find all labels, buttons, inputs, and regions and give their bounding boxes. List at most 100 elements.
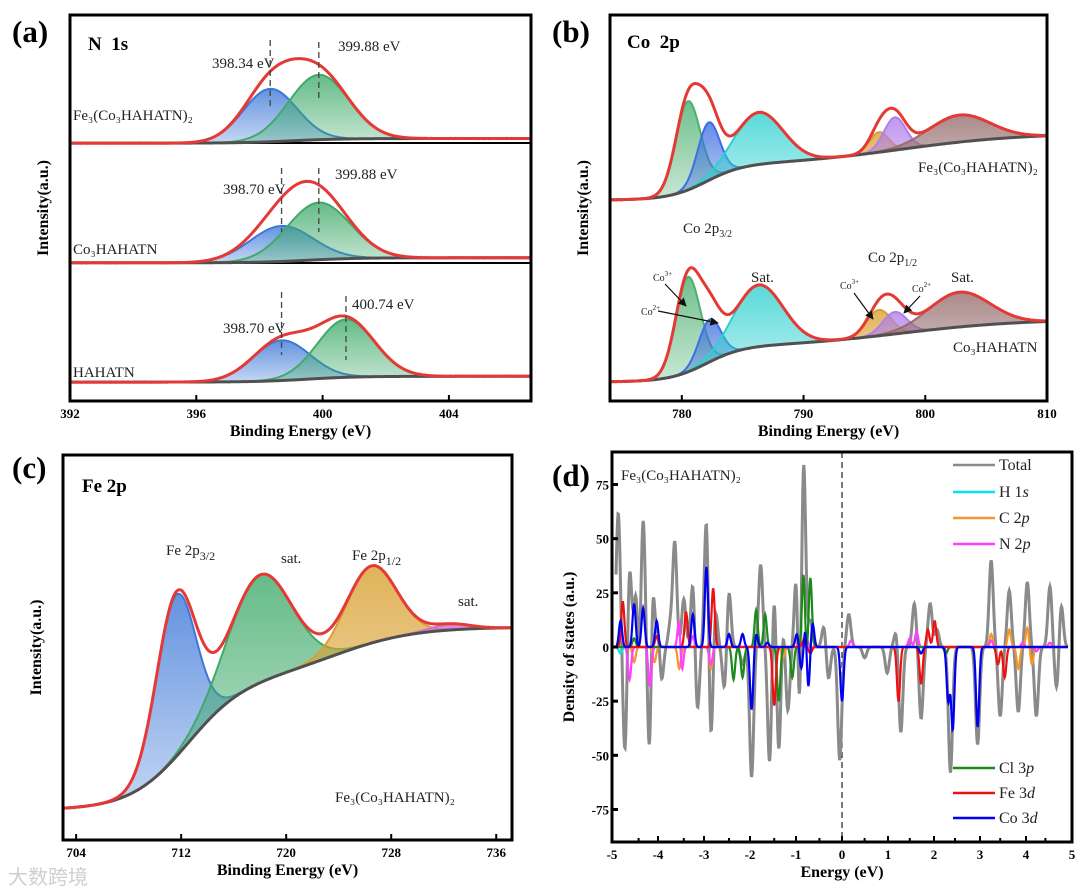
label-co2plus-right: Co2+: [912, 281, 931, 295]
spectrum-label-fe3: Fe₃(Co₃HAHATN)₂: [73, 108, 193, 124]
label-main: Co 2p: [868, 250, 904, 266]
spectrum-2: [69, 313, 532, 385]
label-sat-b1: Sat.: [751, 270, 774, 286]
legend-item: Fe 3d: [953, 785, 1036, 802]
label-sub: 3/2: [719, 229, 732, 240]
spectrum-0: [609, 82, 1048, 203]
arrow-co3plus-left: [664, 283, 687, 307]
fit-component-fill: [610, 319, 1047, 382]
envelope-line: [69, 314, 531, 384]
label-co2plus-left: Co2+: [641, 304, 660, 318]
x-tick-label: 800: [916, 406, 936, 421]
axes-frame: [608, 13, 1049, 403]
fit-component-fill: [610, 114, 1047, 200]
x-tick-label: -2: [745, 847, 756, 862]
panel-a-letter: (a): [12, 14, 48, 49]
x-tick-label: -1: [791, 847, 802, 862]
spectrum-label-fe3-b: Fe₃(Co₃HAHATN)₂: [918, 160, 1038, 176]
x-tick-label: 392: [60, 406, 80, 421]
dos-series-co-3d: [615, 566, 1068, 734]
plot-layer: 392 396 400 404 Binding Energy (eV) Intensity…: [28, 13, 1076, 881]
label-sat-c2: sat.: [458, 594, 478, 610]
legend-label: Fe 3d: [999, 785, 1036, 802]
x-tick-label: 810: [1037, 406, 1057, 421]
y-tick-label: 0: [603, 640, 610, 655]
watermark: 大数跨境: [8, 865, 88, 889]
panel-a-title: N 1s: [88, 34, 128, 55]
envelope-line: [70, 179, 531, 265]
spectrum-0: [69, 57, 532, 146]
legend: Total H 1s C 2p N 2p Cl 3p Fe 3d Co 3d: [953, 457, 1039, 827]
envelope-line: [609, 82, 1048, 202]
x-tick-label: 404: [439, 406, 459, 421]
spectrum-label-co3-b: Co₃HAHATN: [953, 340, 1038, 356]
y-tick-label: -50: [592, 748, 609, 763]
y-axis-label: Intensity(a.u.): [35, 160, 52, 256]
annotation-398-70-bot: 398.70 eV: [223, 321, 286, 337]
envelope-line: [609, 266, 1048, 384]
annotation-399-88-mid: 399.88 eV: [335, 167, 398, 183]
legend-label: Co 3d: [999, 810, 1039, 827]
x-tick-label: 3: [977, 847, 984, 862]
x-axis-label: Energy (eV): [800, 864, 883, 881]
label-co-2p12: Co 2p1/2: [868, 250, 917, 269]
label-sub: 1/2: [904, 258, 917, 269]
x-tick-label: -5: [607, 847, 618, 862]
dos-title: Fe₃(Co₃HAHATN)₂: [621, 468, 741, 484]
panel-c-letter: (c): [12, 450, 46, 485]
panel-b-title: Co 2p: [627, 32, 680, 53]
panel-c-title: Fe 2p: [82, 476, 127, 497]
panel-d-letter: (d): [552, 458, 590, 493]
spectrum-1: [609, 266, 1048, 384]
x-tick-label: 736: [486, 845, 506, 860]
fit-component-fill: [610, 292, 1047, 382]
x-tick-label: 728: [381, 845, 401, 860]
label-sat-c1: sat.: [281, 551, 301, 567]
annotation-398-34: 398.34 eV: [212, 56, 275, 72]
annotation-400-74: 400.74 eV: [352, 297, 415, 313]
x-tick-label: 5: [1069, 847, 1076, 862]
y-tick-label: 75: [596, 478, 610, 493]
y-axis-label: Intensity(a.u.): [28, 599, 45, 695]
spectrum-0: [62, 564, 513, 810]
fit-component-fill: [70, 202, 531, 263]
axes-frame: [68, 13, 533, 403]
arrow-co2plus-left: [657, 310, 719, 326]
spectrum-label-fe3-c: Fe₃(Co₃HAHATN)₂: [335, 790, 455, 806]
label-co3plus-left: Co3+: [653, 270, 672, 284]
fit-component-fill: [63, 574, 512, 809]
envelope-line: [62, 564, 513, 810]
spectrum-1: [69, 179, 532, 266]
x-tick-label: 780: [672, 406, 692, 421]
fit-component-fill: [63, 565, 512, 809]
x-tick-label: 4: [1023, 847, 1030, 862]
x-tick-label: -3: [699, 847, 710, 862]
legend-item: Co 3d: [953, 810, 1039, 827]
fit-component-fill: [70, 74, 531, 144]
y-tick-label: -75: [592, 803, 610, 818]
label-sat-b2: Sat.: [951, 270, 974, 286]
x-axis-label: Binding Energy (eV): [758, 423, 899, 440]
arrow-co2plus-right: [903, 295, 921, 314]
y-axis-label: Density of states (a.u.): [561, 572, 578, 723]
axes-frame: [61, 453, 514, 842]
panel-b-letter: (b): [552, 14, 590, 49]
y-tick-label: 25: [596, 586, 610, 601]
y-tick-label: -25: [592, 694, 610, 709]
annotation-399-88-top: 399.88 eV: [338, 39, 401, 55]
x-tick-label: 720: [276, 845, 296, 860]
x-tick-label: -4: [653, 847, 664, 862]
label-fe-2p12: Fe 2p1/2: [352, 548, 401, 568]
legend-item: Cl 3p: [953, 760, 1034, 777]
x-axis-label: Binding Energy (eV): [217, 862, 358, 879]
legend-label: N 2p: [999, 536, 1031, 553]
x-tick-label: 396: [187, 406, 207, 421]
x-tick-label: 712: [171, 845, 191, 860]
legend-item: C 2p: [953, 510, 1030, 527]
arrows: [657, 283, 921, 326]
fit-component-fill: [70, 340, 531, 383]
legend-item: H 1s: [953, 484, 1029, 501]
arrow-co3plus-right: [853, 292, 874, 320]
legend-label: C 2p: [999, 510, 1030, 527]
x-tick-label: 400: [313, 406, 333, 421]
